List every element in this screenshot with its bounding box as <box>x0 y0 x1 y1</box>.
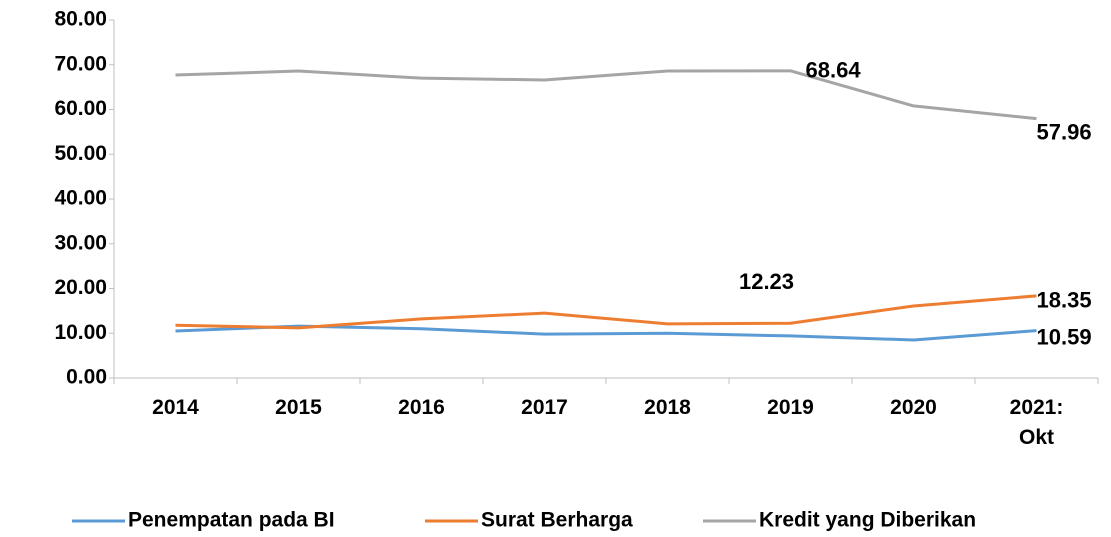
x-tick-label: 2016 <box>398 396 445 419</box>
legend-label: Penempatan pada BI <box>128 509 335 532</box>
legend-label: Surat Berharga <box>481 509 633 532</box>
data-label: 12.23 <box>739 269 794 294</box>
data-label: 18.35 <box>1037 288 1092 313</box>
data-label: 68.64 <box>806 58 862 83</box>
x-tick-label: 2017 <box>521 396 568 419</box>
y-tick-label: 10.00 <box>54 321 107 344</box>
data-label: 10.59 <box>1037 324 1092 349</box>
x-tick-label: 2021: Okt <box>1009 396 1064 449</box>
x-tick-label: 2014 <box>152 396 199 419</box>
y-tick-label: 30.00 <box>54 231 107 254</box>
y-tick-label: 70.00 <box>54 52 107 75</box>
y-tick-label: 60.00 <box>54 97 107 120</box>
y-tick-label: 40.00 <box>54 187 107 210</box>
line-series <box>175 69 1037 121</box>
x-tick-label: 2015 <box>275 396 322 419</box>
x-tick-label: 2019 <box>767 396 814 419</box>
x-tick-label: 2020 <box>890 396 937 419</box>
y-tick-label: 0.00 <box>66 366 107 389</box>
data-label: 57.96 <box>1037 119 1092 144</box>
line-series <box>175 294 1037 330</box>
x-tick-label: 2018 <box>644 396 691 419</box>
legend-label: Kredit yang Diberikan <box>759 509 976 532</box>
y-tick-label: 50.00 <box>54 142 107 165</box>
y-tick-label: 20.00 <box>54 276 107 299</box>
y-tick-label: 80.00 <box>54 8 107 31</box>
